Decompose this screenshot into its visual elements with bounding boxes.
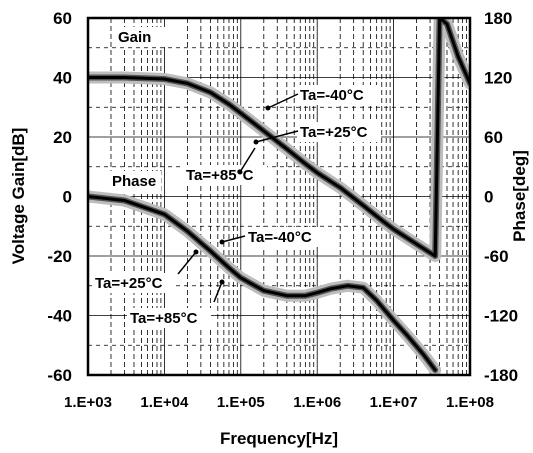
x-tick-label: 1.E+06 [293,394,341,411]
y-left-tick-label: -40 [47,307,72,326]
annotation-leader-dot [219,239,225,245]
gain-label-bg [115,27,167,47]
phase-temp-label-plus25-bg [92,273,176,293]
x-tick-labels: 1.E+03 1.E+04 1.E+05 1.E+06 1.E+07 1.E+08 [64,394,494,411]
annotation-leader-dot [253,139,259,145]
y-left-tick-label: 0 [63,188,72,207]
annotation-leader-line [267,93,299,109]
gain-temp-label-minus40: Ta=-40°C [300,87,364,104]
y-left-tick-label: -60 [47,366,72,385]
annotation-leader-dot [193,249,199,255]
y-left-tick-label: 20 [53,128,72,147]
x-tick-label: 1.E+08 [446,394,494,411]
phase-temp-label-plus85: Ta=+85°C [130,310,198,327]
gain-temp-label-plus25: Ta=+25°C [300,124,368,141]
x-tick-label: 1.E+03 [64,394,112,411]
y-right-tick-labels: 180 120 60 0 -60 -120 -180 [484,9,518,385]
y-right-tick-label: 0 [484,188,493,207]
gain-temp-label-plus25-bg [297,122,381,142]
annotation-leader-line [213,281,223,303]
phase-temp-label-minus40-bg [245,227,329,247]
gain-temp-label-plus85: Ta=+85°C [186,167,254,184]
x-tick-label: 1.E+05 [217,394,265,411]
y-right-tick-label: -120 [484,307,518,326]
y-right-tick-label: -60 [484,247,509,266]
y-right-tick-label: -180 [484,366,518,385]
phase-temp-label-plus85-bg [127,308,211,328]
gain-label: Gain [118,29,151,46]
x-tick-label: 1.E+04 [140,394,189,411]
gain-curve-line [88,18,470,258]
annotation-leader-dot [219,279,225,285]
x-axis-label: Frequency[Hz] [220,429,338,448]
y-left-tick-label: 60 [53,9,72,28]
y-left-tick-labels: 60 40 20 0 -20 -40 -60 [47,9,72,385]
phase-label: Phase [112,173,156,190]
plot-frame [86,16,472,377]
y-right-tick-label: 180 [484,9,512,28]
annotation-leader-line [221,235,246,243]
phase-label-bg [109,171,161,191]
gain-temp-label-minus40-bg [297,85,381,105]
y-right-axis-label: Phase[deg] [510,150,529,242]
y-right-tick-label: 120 [484,69,512,88]
curves [88,18,470,375]
phase-curve-line [88,195,437,372]
y-left-tick-label: -20 [47,247,72,266]
phase-temp-label-plus25: Ta=+25°C [95,275,163,292]
annotation-leader-line [177,251,197,275]
annotation-leader-line [239,147,256,173]
annotation-leader-line [255,130,299,143]
y-right-tick-label: 60 [484,128,503,147]
annotations: Gain Phase Ta=-40°C Ta=+25°C Ta=+85°C Ta=-40°… [92,27,381,328]
phase-temp-label-minus40: Ta=-40°C [248,229,312,246]
gain-temp-label-plus85-bg [183,165,267,185]
y-left-axis-label: Voltage Gain[dB] [9,128,28,265]
annotation-leader-dot [237,169,243,175]
y-left-tick-label: 40 [53,69,72,88]
annotation-leader-dot [265,105,271,111]
x-tick-label: 1.E+07 [370,394,418,411]
